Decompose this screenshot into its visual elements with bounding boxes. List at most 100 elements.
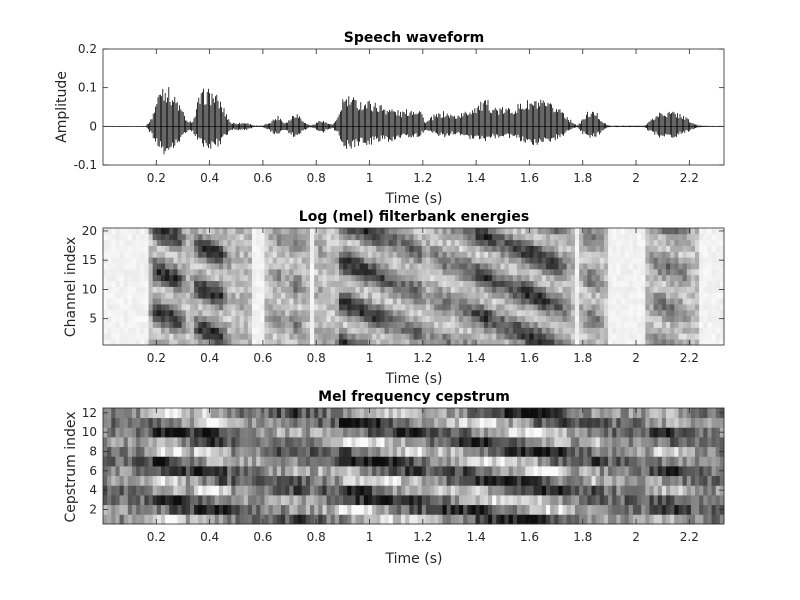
cepstrum-cell: [153, 437, 158, 447]
cepstrum-cell: [426, 456, 431, 466]
cepstrum-cell: [273, 427, 278, 437]
cepstrum-cell: [219, 447, 224, 457]
cepstrum-cell: [438, 495, 443, 505]
cepstrum-cell: [252, 427, 257, 437]
cepstrum-cell: [554, 408, 559, 418]
filterbank-cell: [691, 310, 696, 316]
filterbank-cell: [376, 333, 381, 339]
cepstrum-cell: [190, 495, 195, 505]
filterbank-cell: [161, 304, 166, 310]
filterbank-cell: [264, 257, 269, 263]
filterbank-cell: [459, 327, 464, 333]
filterbank-cell: [517, 246, 522, 252]
filterbank-cell: [335, 228, 340, 234]
filterbank-cell: [476, 281, 481, 287]
cepstrum-cell: [546, 466, 551, 476]
cepstrum-cell: [525, 466, 530, 476]
filterbank-cell: [273, 257, 278, 263]
cepstrum-cell: [707, 466, 712, 476]
filterbank-cell: [327, 287, 332, 293]
cepstrum-cell: [335, 514, 340, 524]
filterbank-cell: [111, 234, 116, 240]
filterbank-cell: [600, 240, 605, 246]
filterbank-cell: [343, 292, 348, 298]
filterbank-cell: [273, 246, 278, 252]
cepstrum-cell: [248, 437, 253, 447]
filterbank-cell: [691, 322, 696, 328]
cepstrum-cell: [459, 476, 464, 486]
filterbank-cell: [223, 263, 228, 269]
cepstrum-cell: [165, 466, 170, 476]
filterbank-cell: [364, 327, 369, 333]
filterbank-cell: [314, 263, 319, 269]
filterbank-cell: [207, 263, 212, 269]
filterbank-cell: [608, 228, 613, 234]
cepstrum-cell: [455, 427, 460, 437]
cepstrum-cell: [335, 437, 340, 447]
filterbank-cell: [629, 246, 634, 252]
cepstrum-cell: [111, 418, 116, 428]
filterbank-cell: [190, 298, 195, 304]
filterbank-cell: [426, 333, 431, 339]
filterbank-cell: [459, 339, 464, 345]
cepstrum-cell: [264, 427, 269, 437]
cepstrum-cell: [401, 437, 406, 447]
cepstrum-cell: [666, 418, 671, 428]
cepstrum-cell: [169, 456, 174, 466]
cepstrum-cell: [691, 495, 696, 505]
cepstrum-cell: [260, 485, 265, 495]
filterbank-cell: [505, 246, 510, 252]
filterbank-cell: [467, 292, 472, 298]
filterbank-cell: [525, 281, 530, 287]
cepstrum-cell: [351, 427, 356, 437]
filterbank-cell: [252, 298, 257, 304]
cepstrum-cell: [426, 447, 431, 457]
filterbank-cell: [484, 333, 489, 339]
filterbank-cell: [546, 287, 551, 293]
filterbank-cell: [459, 281, 464, 287]
filterbank-cell: [546, 327, 551, 333]
cepstrum-cell: [368, 427, 373, 437]
filterbank-cell: [496, 246, 501, 252]
cepstrum-cell: [293, 447, 298, 457]
filterbank-cell: [186, 275, 191, 281]
cepstrum-cell: [385, 476, 390, 486]
cepstrum-cell: [641, 476, 646, 486]
cepstrum-cell: [542, 427, 547, 437]
filterbank-cell: [178, 310, 183, 316]
filterbank-cell: [161, 333, 166, 339]
cepstrum-cell: [488, 447, 493, 457]
filterbank-cell: [405, 263, 410, 269]
cepstrum-cell: [654, 514, 659, 524]
filterbank-cell: [289, 269, 294, 275]
filterbank-cell: [500, 251, 505, 257]
filterbank-cell: [397, 333, 402, 339]
filterbank-cell: [459, 246, 464, 252]
filterbank-cell: [649, 310, 654, 316]
filterbank-cell: [658, 275, 663, 281]
filterbank-cell: [252, 246, 257, 252]
filterbank-cell: [567, 327, 572, 333]
cepstrum-cell: [124, 514, 129, 524]
filterbank-cell: [153, 281, 158, 287]
filterbank-cell: [215, 322, 220, 328]
filterbank-cell: [198, 298, 203, 304]
cepstrum-cell: [484, 437, 489, 447]
cepstrum-cell: [364, 505, 369, 515]
filterbank-cell: [695, 333, 700, 339]
filterbank-cell: [542, 292, 547, 298]
filterbank-cell: [182, 322, 187, 328]
filterbank-cell: [637, 251, 642, 257]
cepstrum-cell: [575, 456, 580, 466]
filterbank-cell: [318, 298, 323, 304]
cepstrum-cell: [339, 466, 344, 476]
filterbank-cell: [604, 275, 609, 281]
filterbank-cell: [471, 228, 476, 234]
cepstrum-cell: [587, 466, 592, 476]
filterbank-cell: [683, 257, 688, 263]
filterbank-cell: [496, 316, 501, 322]
cepstrum-cell: [583, 418, 588, 428]
filterbank-cell: [389, 251, 394, 257]
filterbank-cell: [372, 246, 377, 252]
cepstrum-cell: [107, 495, 112, 505]
